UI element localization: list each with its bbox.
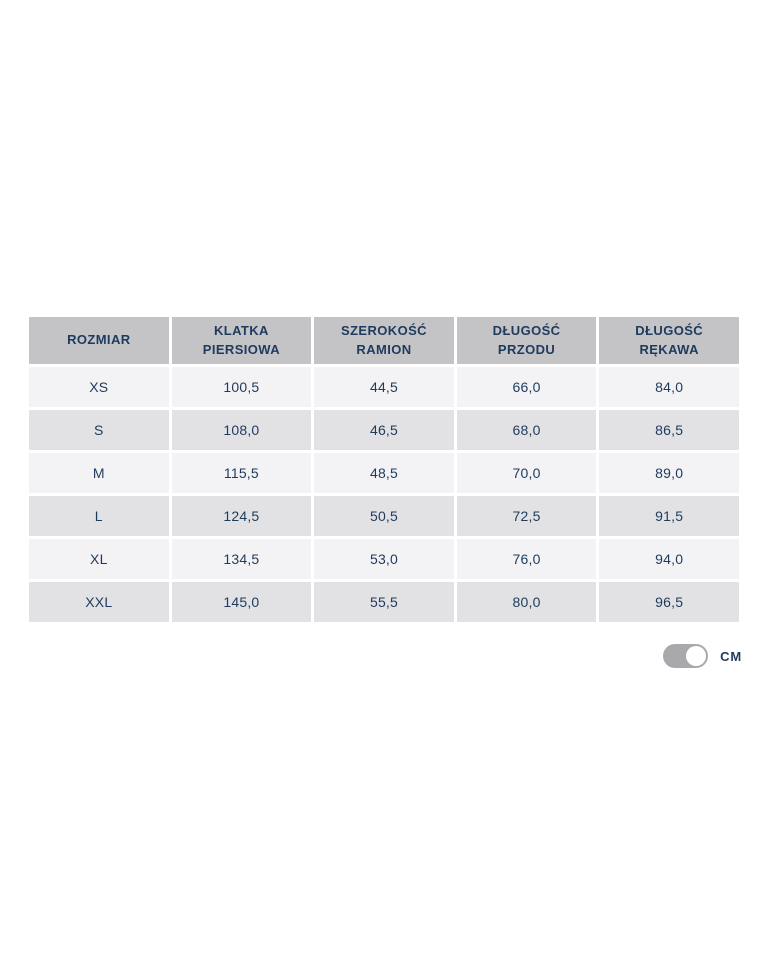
measurement-cell: 89,0 (599, 453, 739, 493)
measurement-cell: 100,5 (171, 367, 312, 407)
measurement-cell: 80,0 (456, 582, 597, 622)
unit-toggle-row: CM (663, 644, 742, 668)
measurement-cell: 94,0 (599, 539, 739, 579)
size-cell: M (29, 453, 169, 493)
measurement-cell: 72,5 (456, 496, 597, 536)
column-header: DŁUGOŚĆ RĘKAWA (599, 317, 739, 364)
unit-label: CM (720, 648, 742, 664)
size-cell: XXL (29, 582, 169, 622)
column-header: DŁUGOŚĆ PRZODU (456, 317, 597, 364)
measurement-cell: 134,5 (171, 539, 312, 579)
column-header: SZEROKOŚĆ RAMION (314, 317, 454, 364)
measurement-cell: 48,5 (314, 453, 454, 493)
table-row: S 108,0 46,5 68,0 86,5 (29, 410, 739, 450)
size-cell: XS (29, 367, 169, 407)
measurement-cell: 50,5 (314, 496, 454, 536)
toggle-knob-icon (686, 646, 707, 666)
measurement-cell: 86,5 (599, 410, 739, 450)
column-header: ROZMIAR (29, 317, 169, 364)
table-row: XS 100,5 44,5 66,0 84,0 (29, 367, 739, 407)
unit-toggle[interactable] (663, 644, 709, 668)
size-table: ROZMIAR KLATKA PIERSIOWA SZEROKOŚĆ RAMION D… (26, 314, 742, 625)
measurement-cell: 145,0 (171, 582, 312, 622)
measurement-cell: 108,0 (171, 410, 312, 450)
measurement-cell: 115,5 (171, 453, 312, 493)
size-cell: S (29, 410, 169, 450)
table-row: M 115,5 48,5 70,0 89,0 (29, 453, 739, 493)
measurement-cell: 53,0 (314, 539, 454, 579)
measurement-cell: 84,0 (599, 367, 739, 407)
measurement-cell: 70,0 (456, 453, 597, 493)
measurement-cell: 96,5 (599, 582, 739, 622)
measurement-cell: 66,0 (456, 367, 597, 407)
measurement-cell: 76,0 (456, 539, 597, 579)
table-row: XL 134,5 53,0 76,0 94,0 (29, 539, 739, 579)
table-header-row: ROZMIAR KLATKA PIERSIOWA SZEROKOŚĆ RAMION D… (29, 317, 739, 364)
measurement-cell: 91,5 (599, 496, 739, 536)
measurement-cell: 55,5 (314, 582, 454, 622)
measurement-cell: 124,5 (171, 496, 312, 536)
measurement-cell: 44,5 (314, 367, 454, 407)
column-header: KLATKA PIERSIOWA (171, 317, 312, 364)
measurement-cell: 68,0 (456, 410, 597, 450)
table-row: XXL 145,0 55,5 80,0 96,5 (29, 582, 739, 622)
measurement-cell: 46,5 (314, 410, 454, 450)
size-cell: L (29, 496, 169, 536)
table-row: L 124,5 50,5 72,5 91,5 (29, 496, 739, 536)
size-cell: XL (29, 539, 169, 579)
